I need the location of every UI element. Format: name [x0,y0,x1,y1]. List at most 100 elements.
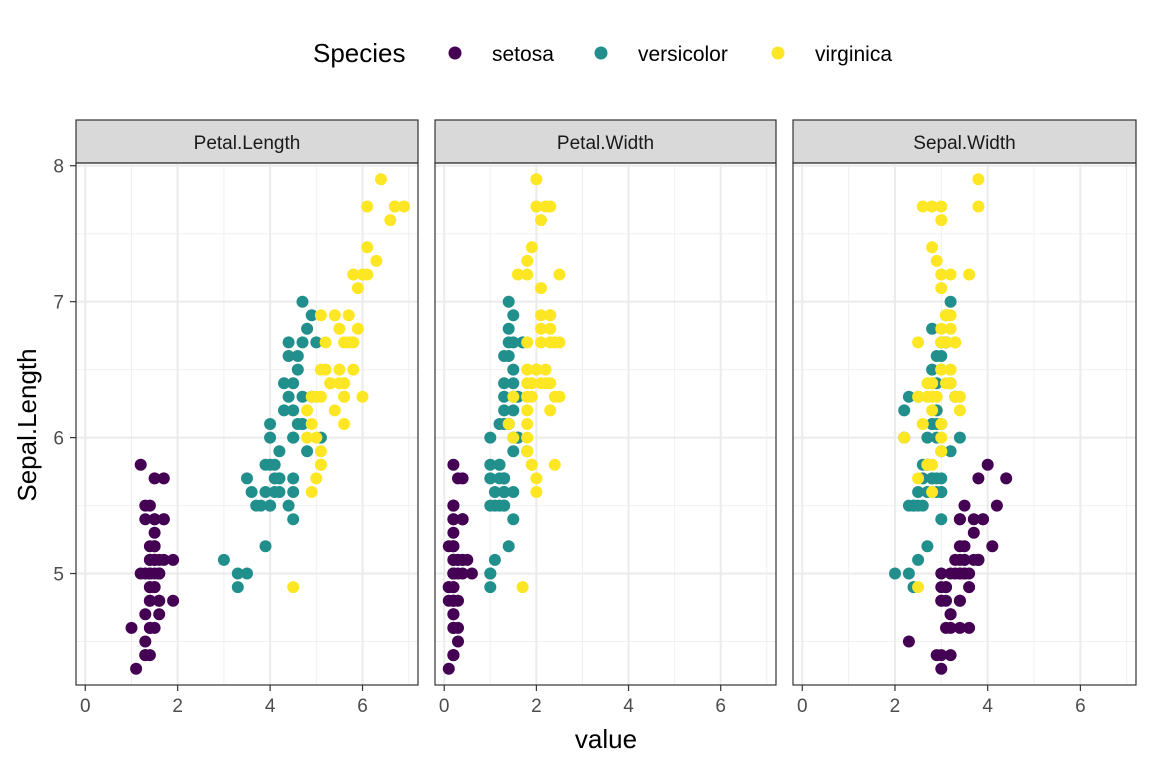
point-versicolor [287,404,300,417]
point-versicolor [916,499,929,512]
legend: Species setosa versicolor virginica [313,38,892,68]
point-setosa [940,581,952,594]
legend-label-setosa: setosa [492,43,554,66]
point-versicolor [217,553,230,566]
point-versicolor [268,472,281,485]
point-virginica [314,309,327,322]
point-setosa [456,513,469,526]
point-virginica [535,309,547,322]
point-virginica [949,336,962,349]
point-virginica [347,363,360,376]
point-virginica [314,445,327,458]
point-virginica [912,336,925,349]
point-setosa [990,499,1003,512]
point-versicolor [507,336,520,349]
legend-label-virginica: virginica [815,43,892,66]
point-virginica [926,486,939,498]
point-virginica [530,200,543,213]
y-axis-title: Sepal.Length [12,348,42,501]
point-versicolor [921,431,934,444]
point-virginica [539,363,552,376]
legend-title: Species [313,38,406,68]
point-setosa [935,567,948,580]
point-versicolor [902,390,915,403]
point-setosa [148,513,161,526]
x-tick-label: 0 [797,696,808,717]
facet-title: Petal.Length [194,133,301,154]
point-virginica [328,309,341,322]
point-versicolor [921,540,934,553]
x-tick-label: 2 [890,696,901,717]
point-virginica [333,363,346,376]
point-virginica [953,390,966,403]
point-setosa [944,621,957,634]
point-setosa [967,513,980,526]
point-setosa [157,472,170,485]
point-versicolor [278,404,290,417]
point-setosa [447,621,460,634]
point-versicolor [493,418,506,430]
point-versicolor [507,363,520,376]
x-tick-label: 6 [1075,696,1086,717]
point-setosa [139,608,152,621]
point-versicolor [282,350,295,362]
point-virginica [530,173,543,186]
point-virginica [511,268,524,281]
y-axis: 5 6 7 8 [53,157,76,586]
point-versicolor [296,390,309,403]
point-virginica [912,581,925,594]
point-virginica [963,268,976,281]
x-tick-label: 6 [357,696,368,717]
point-virginica [356,390,369,403]
point-setosa [148,472,161,485]
point-setosa [167,594,180,607]
point-versicolor [282,499,295,512]
point-versicolor [926,418,939,430]
point-setosa [953,513,966,526]
point-virginica [935,282,948,295]
point-virginica [535,282,547,295]
point-virginica [319,363,332,376]
point-versicolor [282,336,295,349]
point-virginica [535,336,547,349]
point-setosa [139,499,152,512]
point-versicolor [926,322,939,335]
point-virginica [342,309,355,322]
point-versicolor [488,486,501,498]
point-setosa [125,621,138,634]
point-setosa [148,526,161,539]
panel-border [792,162,1137,686]
point-virginica [398,200,411,213]
point-setosa [139,635,152,648]
point-setosa [447,458,460,471]
point-setosa [935,594,948,607]
point-virginica [530,363,543,376]
point-setosa [452,635,464,648]
point-setosa [134,458,147,471]
point-virginica [305,486,318,498]
point-setosa [949,567,962,580]
point-versicolor [493,499,506,512]
point-virginica [319,336,332,349]
point-setosa [447,567,460,580]
point-virginica [351,282,364,295]
point-setosa [167,553,180,566]
panel-Sepal.Width: Sepal.Width 0 2 4 6 [792,119,1137,717]
point-virginica [944,268,957,281]
point-setosa [465,567,478,580]
point-virginica [301,431,314,444]
point-virginica [912,390,925,403]
point-versicolor [498,404,511,417]
point-setosa [981,458,994,471]
point-versicolor [502,322,515,335]
point-virginica [553,268,566,281]
point-versicolor [944,295,957,308]
point-virginica [301,404,314,417]
point-virginica [333,377,346,390]
point-virginica [916,418,929,430]
point-versicolor [231,567,244,580]
point-virginica [521,377,534,390]
legend-entries: setosa versicolor virginica [448,43,892,66]
legend-key-setosa [448,46,462,60]
